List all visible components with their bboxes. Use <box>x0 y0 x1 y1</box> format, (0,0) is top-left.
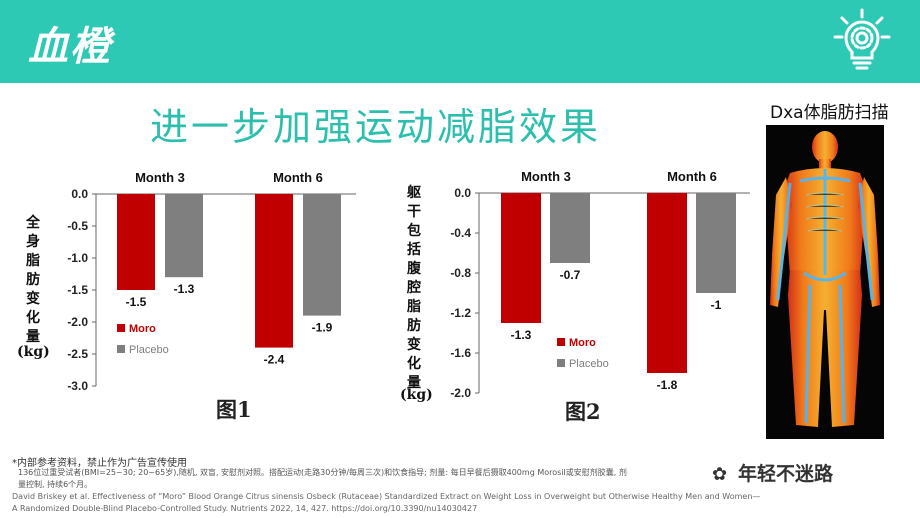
chart2-tick-label: 0.0 <box>454 186 471 200</box>
chart1-tick-label: -2.0 <box>67 315 88 329</box>
chart2-ylabel-char: 量 <box>407 375 421 391</box>
chart1-ylabel-char: 身 <box>26 234 40 250</box>
chart2-category-label: Month 3 <box>521 169 571 184</box>
chart2-ylabel-unit: (kg) <box>400 387 433 403</box>
chart1-bar-moro <box>255 194 293 348</box>
chart2-ylabel-char: 躯 <box>407 185 421 201</box>
chart2-ylabel-char: 变 <box>407 337 421 353</box>
chart2-ylabel-char: 包 <box>407 223 421 239</box>
chart2-tick-label: -1.2 <box>450 306 471 320</box>
footnote-study-design: 136位过重受试者(BMI=25~30; 20~65岁),随机, 双盲, 安慰剂… <box>18 468 627 477</box>
chart2-legend-swatch <box>557 338 565 346</box>
chart1-ylabel-char: 量 <box>26 329 40 345</box>
chart1-tick-label: -2.5 <box>67 347 88 361</box>
chart1-category-label: Month 3 <box>135 170 185 185</box>
chart2-ylabel-char: 干 <box>407 204 421 220</box>
chart1-ylabel-char: 化 <box>26 310 40 326</box>
chart2-value-label: -0.7 <box>560 268 581 282</box>
chart1-tick-label: -0.5 <box>67 219 88 233</box>
chart1-ylabel-unit: (kg) <box>17 344 50 360</box>
chart1-tick-label: -3.0 <box>67 379 88 393</box>
chart2-legend-swatch <box>557 359 565 367</box>
chart2-bar-moro <box>647 193 687 373</box>
chart2-bar-placebo <box>550 193 590 263</box>
watermark: ✿ 年轻不迷路 <box>712 459 833 486</box>
chart2-tick-label: -1.6 <box>450 346 471 360</box>
wechat-icon: ✿ <box>712 464 728 485</box>
chart2-legend-label: Placebo <box>569 358 609 370</box>
chart1-legend-label: Placebo <box>129 344 169 356</box>
scan-caption: Dxa体脂肪扫描 <box>770 103 889 123</box>
chart2-ylabel: 躯干包括腹腔脂肪变化量 <box>406 184 422 393</box>
chart2-tick-label: -0.4 <box>450 226 471 240</box>
chart2-ylabel-char: 脂 <box>407 299 421 315</box>
chart1-ylabel-char: 全 <box>26 215 40 231</box>
main-title: 进一步加强运动减脂效果 <box>150 105 602 149</box>
footnote-study-duration: 量控制, 持续6个月。 <box>18 480 93 489</box>
chart2-ylabel-char: 腹 <box>407 261 421 277</box>
chart1-category-label: Month 6 <box>273 170 323 185</box>
chart2-category-label: Month 6 <box>667 169 717 184</box>
chart1-value-label: -1.9 <box>312 321 333 335</box>
chart2-ylabel-char: 括 <box>407 242 421 258</box>
chart1-legend-swatch <box>117 324 125 332</box>
chart1-bar-placebo <box>303 194 341 316</box>
chart1-tick-label: -1.0 <box>67 251 88 265</box>
chart1-tick-label: 0.0 <box>71 187 88 201</box>
chart1-ylabel-char: 肪 <box>26 272 40 288</box>
chart2-ylabel-char: 化 <box>407 356 421 372</box>
chart1-tick-label: -1.5 <box>67 283 88 297</box>
reference-line-2: A Randomized Double-Blind Placebo-Contro… <box>12 504 478 513</box>
chart1-ylabel-char: 变 <box>26 291 40 307</box>
chart1-bar-placebo <box>165 194 203 278</box>
chart1-value-label: -1.3 <box>174 282 195 296</box>
chart1-value-label: -1.5 <box>126 295 147 309</box>
chart1-value-label: -2.4 <box>264 353 285 367</box>
watermark-text: 年轻不迷路 <box>738 463 834 485</box>
chart2-ylabel-char: 腔 <box>407 280 421 296</box>
chart1-legend-swatch <box>117 345 125 353</box>
header-banner: 血橙 <box>0 0 920 83</box>
chart1-ylabel-char: 脂 <box>26 253 40 269</box>
chart1-bar-moro <box>117 194 155 290</box>
chart1-figure-label: 图1 <box>216 397 252 422</box>
chart2-tick-label: -0.8 <box>450 266 471 280</box>
chart2-ylabel-char: 肪 <box>407 318 421 334</box>
chart2-legend-label: Moro <box>569 337 596 349</box>
header-title: 血橙 <box>28 23 112 70</box>
chart2-value-label: -1 <box>711 298 722 312</box>
lightbulb-icon <box>833 8 891 70</box>
chart2-figure-label: 图2 <box>565 399 601 424</box>
chart1-legend-label: Moro <box>129 323 156 335</box>
reference-line-1: David Briskey et al. Effectiveness of “M… <box>12 492 761 501</box>
chart2-value-label: -1.8 <box>657 378 678 392</box>
chart1-ylabel: 全身脂肪变化量 <box>25 214 41 347</box>
footnote-internal: *内部参考资料，禁止作为广告宣传使用 <box>12 458 187 469</box>
chart2-value-label: -1.3 <box>511 328 532 342</box>
dxa-body-scan-image <box>766 125 884 439</box>
chart2-tick-label: -2.0 <box>450 386 471 400</box>
chart2-bar-moro <box>501 193 541 323</box>
chart2-bar-placebo <box>696 193 736 293</box>
